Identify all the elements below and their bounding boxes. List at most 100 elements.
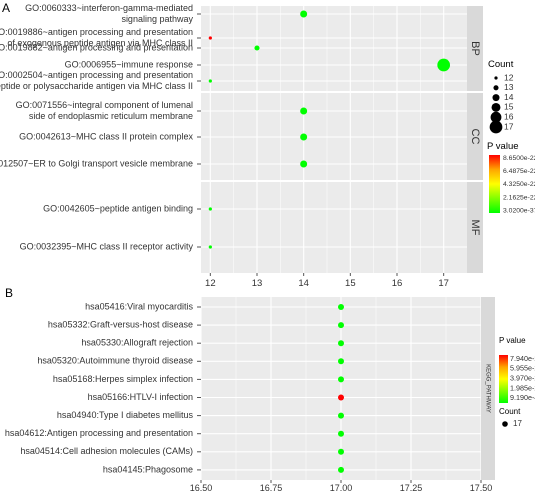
facet-strip — [467, 6, 483, 91]
color-legend-title: P value — [487, 141, 519, 152]
panel-a-label: A — [2, 1, 10, 15]
size-legend-label: 16 — [504, 111, 514, 121]
term-label: GO:0032395~MHC class II receptor activit… — [20, 241, 194, 251]
term-label: hsa04940:Type I diabetes mellitus — [57, 410, 194, 420]
term-label: hsa05416:Viral myocarditis — [85, 301, 193, 311]
term-label: hsa05332:Graft-versus-host disease — [48, 319, 193, 329]
color-legend-label: 5.955e-24 — [510, 364, 535, 373]
term-label: hsa05166:HTLV-I infection — [88, 392, 193, 402]
size-legend-label: 17 — [513, 419, 522, 428]
color-legend-label: 3.970e-24 — [510, 374, 535, 383]
term-label: GO:0042613~MHC class II protein complex — [19, 131, 193, 141]
data-point — [437, 58, 451, 72]
color-legend-label: 3.0200e-37 — [503, 208, 535, 215]
color-legend-label: 8.6500e-22 — [503, 155, 535, 162]
size-legend-key — [494, 76, 498, 80]
size-legend-label: 15 — [504, 102, 514, 112]
size-legend-key — [490, 111, 502, 123]
term-label: GO:0019886~antigen processing and presen… — [0, 27, 193, 37]
term-label: GO:0019882~antigen processing and presen… — [0, 42, 193, 52]
term-label: GO:0042605~peptide antigen binding — [43, 203, 193, 213]
term-label: hsa05320:Autoimmune thyroid disease — [37, 356, 193, 366]
term-label: GO:0012507~ER to Golgi transport vesicle… — [0, 158, 193, 168]
panel-b-plot: KEGG_PATHWAY hsa05416:Viral myocarditis hs… — [5, 297, 495, 493]
panel-b-label: B — [5, 286, 13, 300]
facet-strip-label: KEGG_PATHWAY — [484, 364, 490, 413]
color-legend: P value 7.940e-245.955e-243.970e-241.985e… — [499, 336, 535, 403]
data-point — [338, 394, 344, 401]
term-label: hsa04612:Antigen processing and presenta… — [5, 428, 193, 438]
size-legend-label: 17 — [504, 121, 514, 131]
data-point — [254, 45, 260, 51]
color-bar — [499, 355, 508, 403]
term-label: signaling pathway — [121, 14, 193, 24]
size-legend-key — [492, 94, 500, 102]
term-label: GO:0060333~interferon-gamma-mediated — [25, 3, 193, 13]
color-bar — [489, 155, 500, 213]
data-point — [338, 412, 344, 419]
color-legend-label: 4.3250e-22 — [503, 181, 535, 188]
term-label: side of endoplasmic reticulum membrane — [29, 111, 193, 121]
facet-strip — [467, 93, 483, 180]
data-point — [300, 107, 308, 115]
x-tick-label: 16.50 — [190, 483, 213, 493]
data-point — [338, 448, 344, 455]
term-label: hsa04514:Cell adhesion molecules (CAMs) — [20, 446, 193, 456]
x-tick-label: 17 — [438, 278, 449, 289]
facet-strip — [481, 297, 495, 480]
data-point — [338, 340, 344, 347]
size-legend-title: Count — [499, 407, 521, 416]
x-tick-label: 16 — [392, 278, 403, 289]
color-legend: P value 8.6500e-22 6.4875e-22 4.3250e-22 2.1… — [487, 141, 535, 215]
x-tick-label: 17.25 — [400, 483, 423, 493]
facet-strip — [467, 182, 483, 273]
x-tick-label: 17.00 — [330, 483, 353, 493]
color-legend-title: P value — [499, 336, 526, 345]
term-label: of exogenous peptide antigen via MHC cla… — [7, 38, 193, 48]
data-point — [338, 466, 344, 473]
data-point — [338, 358, 344, 365]
term-label: of peptide or polysaccharide antigen via… — [0, 81, 193, 91]
term-label: GO:0071556~integral component of lumenal — [16, 100, 193, 110]
data-point — [338, 304, 344, 310]
size-legend-title: Count — [488, 59, 514, 70]
data-point — [208, 207, 212, 211]
data-point — [208, 79, 212, 83]
data-point — [300, 10, 308, 18]
x-tick-label: 17.50 — [470, 483, 493, 493]
color-legend-label: 2.1625e-22 — [503, 194, 535, 201]
x-tick-label: 16.75 — [260, 483, 283, 493]
color-legend-label: 9.190e-40 — [510, 393, 535, 402]
size-legend-key — [489, 120, 503, 134]
color-legend-label: 7.940e-24 — [510, 354, 535, 363]
data-point — [300, 160, 308, 168]
data-point — [338, 322, 344, 329]
color-legend-label: 6.4875e-22 — [503, 168, 535, 175]
facet-background — [201, 182, 467, 273]
data-point — [300, 133, 308, 141]
x-tick-label: 12 — [205, 278, 216, 289]
term-label: GO:0006955~immune response — [65, 59, 193, 69]
size-legend: Count 17 — [499, 407, 522, 428]
facet-strip-label: BP — [469, 41, 481, 56]
size-legend-key — [502, 421, 508, 427]
color-legend-label: 1.985e-24 — [510, 383, 535, 392]
size-legend-label: 12 — [504, 72, 514, 82]
panel-a-plot: BPGO:0060333~interferon-gamma-mediatedsi… — [0, 3, 483, 289]
term-label: hsa04145:Phagosome — [103, 464, 193, 474]
size-legend-key — [493, 85, 499, 91]
data-point — [338, 430, 344, 437]
size-legend-key — [491, 102, 501, 112]
size-legend-label: 14 — [504, 92, 514, 102]
data-point — [338, 376, 344, 383]
term-label: hsa05330:Allograft rejection — [81, 338, 193, 348]
size-legend-label: 13 — [504, 82, 514, 92]
x-tick-label: 13 — [252, 278, 263, 289]
term-label: GO:0002504~antigen processing and presen… — [0, 70, 193, 80]
facet-strip-label: CC — [469, 129, 481, 145]
x-tick-label: 15 — [345, 278, 356, 289]
data-point — [208, 245, 212, 249]
x-tick-label: 14 — [298, 278, 309, 289]
